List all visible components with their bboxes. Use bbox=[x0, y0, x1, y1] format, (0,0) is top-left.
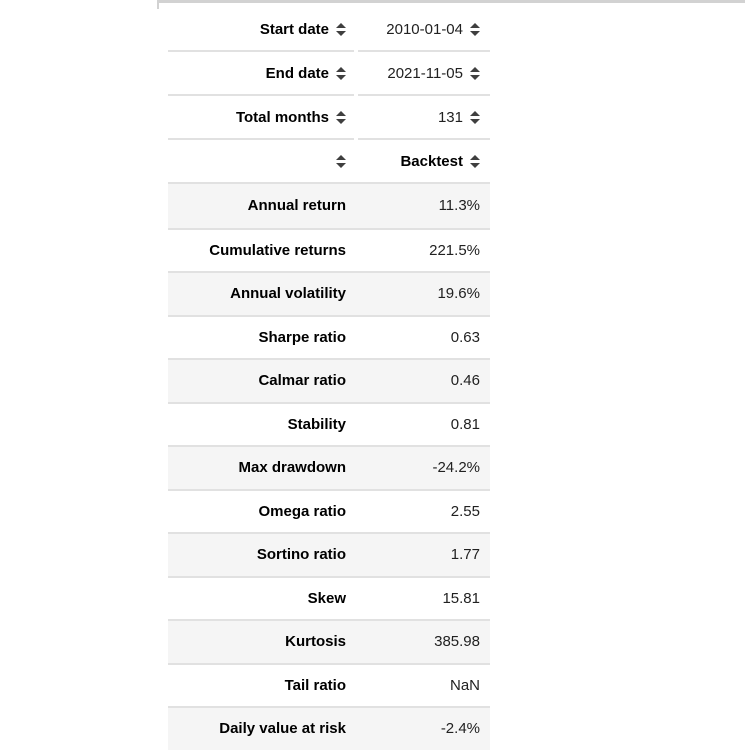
table-row-kurtosis: Kurtosis 385.98 bbox=[168, 619, 490, 663]
sort-icon bbox=[335, 22, 346, 36]
sort-icon bbox=[469, 66, 480, 80]
row-value: 19.6% bbox=[437, 285, 480, 303]
row-label: Sharpe ratio bbox=[258, 328, 346, 346]
table-row-sharpe-ratio: Sharpe ratio 0.63 bbox=[168, 314, 490, 358]
row-label: Omega ratio bbox=[258, 502, 346, 520]
header-row-total-months: Total months 131 bbox=[168, 96, 490, 140]
sort-icon bbox=[469, 154, 480, 168]
row-value: 11.3% bbox=[438, 197, 480, 215]
header-row-end-date: End date 2021-11-05 bbox=[168, 52, 490, 96]
header-value: 2021-11-05 bbox=[387, 64, 463, 82]
row-label: Kurtosis bbox=[285, 633, 346, 651]
table-row-sortino-ratio: Sortino ratio 1.77 bbox=[168, 532, 490, 576]
row-value: 385.98 bbox=[434, 633, 480, 651]
table-row-omega-ratio: Omega ratio 2.55 bbox=[168, 488, 490, 532]
row-label: Cumulative returns bbox=[209, 241, 346, 259]
table-row-stability: Stability 0.81 bbox=[168, 401, 490, 445]
row-label: Tail ratio bbox=[284, 676, 346, 694]
row-label: Max drawdown bbox=[238, 459, 346, 477]
row-label: Calmar ratio bbox=[258, 372, 346, 390]
header-row-start-date: Start date 2010-01-04 bbox=[168, 8, 490, 52]
sort-icon bbox=[335, 66, 346, 80]
row-value: NaN bbox=[449, 676, 480, 694]
row-value: 0.46 bbox=[450, 372, 480, 390]
row-label: Annual volatility bbox=[230, 285, 346, 303]
row-label: Daily value at risk bbox=[219, 720, 346, 738]
backtest-perf-stats-table: Start date 2010-01-04 End date 2021-11-0… bbox=[168, 8, 490, 750]
table-row-annual-volatility: Annual volatility 19.6% bbox=[168, 271, 490, 315]
header-value: 131 bbox=[437, 108, 463, 126]
column-header-start-date[interactable]: Start date bbox=[168, 8, 354, 52]
row-label: Skew bbox=[307, 589, 346, 607]
column-header-start-date-value[interactable]: 2010-01-04 bbox=[358, 8, 490, 52]
row-value: 0.63 bbox=[450, 328, 480, 346]
column-header-index[interactable] bbox=[168, 140, 354, 182]
sort-icon bbox=[335, 154, 346, 168]
row-value: 1.77 bbox=[450, 546, 480, 564]
row-value: 221.5% bbox=[429, 241, 480, 259]
column-header-total-months[interactable]: Total months bbox=[168, 96, 354, 140]
column-header-total-months-value[interactable]: 131 bbox=[358, 96, 490, 140]
row-label: Sortino ratio bbox=[256, 546, 346, 564]
column-header-backtest[interactable]: Backtest bbox=[358, 140, 490, 182]
header-label: End date bbox=[265, 64, 329, 82]
row-value: 15.81 bbox=[442, 589, 480, 607]
row-value: -24.2% bbox=[432, 459, 480, 477]
sort-icon bbox=[469, 110, 480, 124]
header-label: Start date bbox=[259, 20, 329, 38]
table-row-max-drawdown: Max drawdown -24.2% bbox=[168, 445, 490, 489]
header-value: Backtest bbox=[400, 152, 463, 170]
table-row-tail-ratio: Tail ratio NaN bbox=[168, 662, 490, 706]
header-label: Total months bbox=[235, 108, 329, 126]
table-row-daily-value-at-risk: Daily value at risk -2.4% bbox=[168, 706, 490, 750]
output-top-border bbox=[157, 0, 745, 3]
header-row-backtest: Backtest bbox=[168, 140, 490, 184]
sort-icon bbox=[335, 110, 346, 124]
column-header-end-date-value[interactable]: 2021-11-05 bbox=[358, 52, 490, 96]
header-value: 2010-01-04 bbox=[386, 20, 463, 38]
table-row-skew: Skew 15.81 bbox=[168, 575, 490, 619]
column-header-end-date[interactable]: End date bbox=[168, 52, 354, 96]
table-row-cumulative-returns: Cumulative returns 221.5% bbox=[168, 227, 490, 271]
sort-icon bbox=[469, 22, 480, 36]
table-row-annual-return: Annual return 11.3% bbox=[168, 184, 490, 228]
row-value: -2.4% bbox=[440, 720, 480, 738]
row-value: 2.55 bbox=[450, 502, 480, 520]
row-label: Annual return bbox=[247, 197, 346, 215]
output-top-border-corner bbox=[157, 0, 159, 9]
table-row-calmar-ratio: Calmar ratio 0.46 bbox=[168, 358, 490, 402]
row-label: Stability bbox=[287, 415, 346, 433]
row-value: 0.81 bbox=[450, 415, 480, 433]
